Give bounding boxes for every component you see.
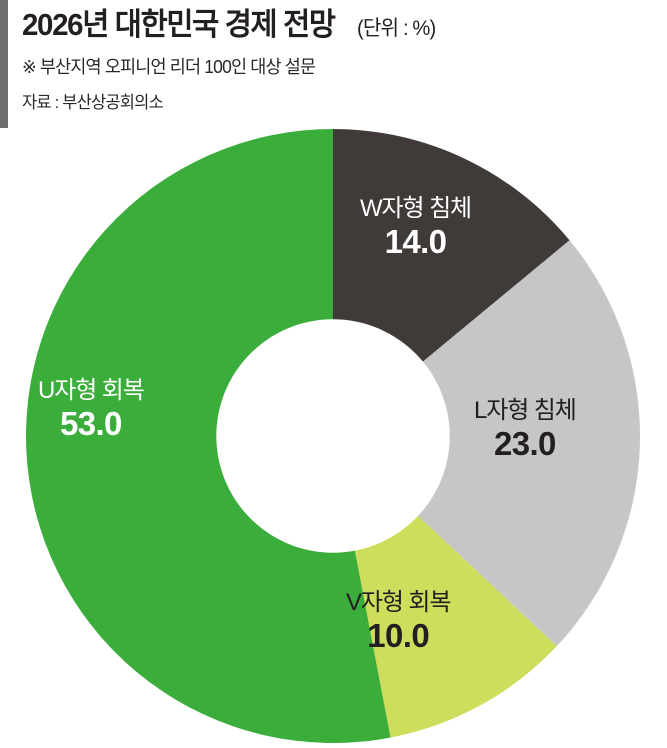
slice-label-u-shape-recovery: U자형 회복 53.0 (38, 377, 145, 443)
slice-label-value: 14.0 (384, 223, 447, 261)
survey-note: ※ 부산지역 오피니언 리더 100인 대상 설문 (22, 56, 316, 77)
left-edge-accent-bar (0, 0, 8, 128)
slice-label-w-shape-recession: W자형 침체 14.0 (360, 195, 472, 261)
slice-label-value: 10.0 (367, 617, 430, 655)
unit-note: (단위 : %) (357, 17, 436, 40)
slice-label-l-shape-recession: L자형 침체 23.0 (474, 397, 577, 463)
donut-center-hole (216, 319, 450, 553)
source-note: 자료 : 부산상공회의소 (22, 92, 164, 112)
slice-label-name: L자형 침체 (474, 397, 577, 424)
slice-label-name: U자형 회복 (38, 377, 145, 404)
title-row: 2026년 대한민국 경제 전망 (단위 : %) (22, 6, 667, 44)
slice-label-value: 23.0 (493, 425, 556, 463)
header: 2026년 대한민국 경제 전망 (단위 : %) ※ 부산지역 오피니언 리더… (22, 0, 667, 113)
slice-l-shape-recession[interactable] (333, 240, 641, 647)
slice-label-name: W자형 침체 (360, 195, 472, 222)
page-title: 2026년 대한민국 경제 전망 (22, 7, 336, 42)
slice-label-value: 53.0 (59, 405, 122, 443)
slice-u-shape-recovery[interactable] (25, 129, 391, 743)
slice-label-v-shape-recovery: V자형 회복 10.0 (346, 589, 452, 655)
slice-label-name: V자형 회복 (346, 589, 452, 616)
